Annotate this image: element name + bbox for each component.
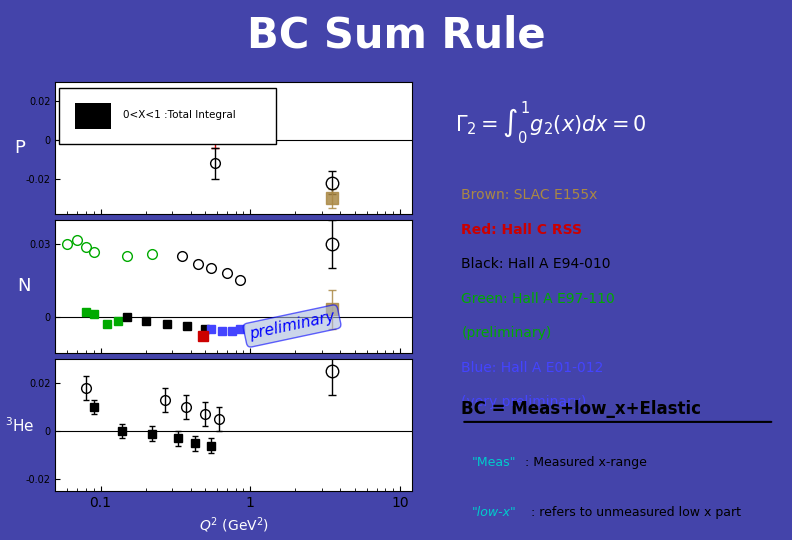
Text: (preliminary): (preliminary) — [462, 326, 552, 340]
Text: : Measured x-range: : Measured x-range — [524, 456, 646, 469]
X-axis label: $Q^2$ (GeV$^2$): $Q^2$ (GeV$^2$) — [199, 516, 268, 536]
Text: "low-x": "low-x" — [471, 506, 516, 519]
Text: : refers to unmeasured low x part: : refers to unmeasured low x part — [531, 506, 741, 519]
Text: preliminary: preliminary — [248, 309, 337, 342]
Text: 0<X<1 :Total Integral: 0<X<1 :Total Integral — [124, 110, 236, 120]
Y-axis label: N: N — [17, 278, 30, 295]
Y-axis label: $^3$He: $^3$He — [6, 416, 35, 435]
Text: $\Gamma_2 = \int_0^1 g_2(x)dx = 0$: $\Gamma_2 = \int_0^1 g_2(x)dx = 0$ — [455, 100, 647, 146]
Text: Red: Hall C RSS: Red: Hall C RSS — [462, 222, 582, 237]
Text: BC Sum Rule: BC Sum Rule — [246, 14, 546, 56]
Text: Green: Hall A E97-110: Green: Hall A E97-110 — [462, 292, 615, 306]
Text: "Meas": "Meas" — [471, 456, 516, 469]
Y-axis label: P: P — [14, 139, 25, 157]
FancyBboxPatch shape — [59, 88, 276, 144]
Text: Blue: Hall A E01-012: Blue: Hall A E01-012 — [462, 361, 604, 375]
Text: Black: Hall A E94-010: Black: Hall A E94-010 — [462, 257, 611, 271]
Text: Brown: SLAC E155x: Brown: SLAC E155x — [462, 188, 598, 202]
Text: BC = Meas+low_x+Elastic: BC = Meas+low_x+Elastic — [462, 400, 702, 418]
Bar — [75, 103, 111, 129]
Text: (very preliminary): (very preliminary) — [462, 395, 587, 409]
